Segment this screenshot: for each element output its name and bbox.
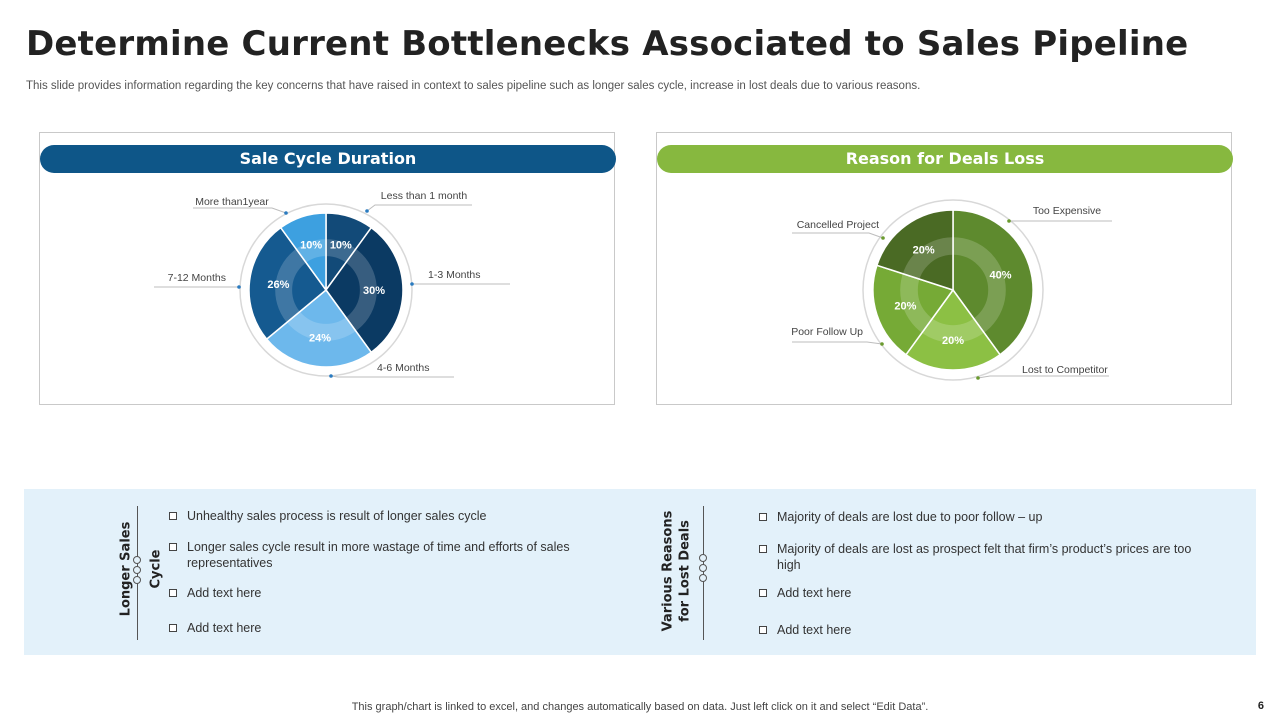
sale-cycle-header: Sale Cycle Duration (40, 145, 616, 173)
right-divider-line (703, 506, 704, 640)
category-label-1-3-months: 1-3 Months (428, 269, 481, 281)
deals-loss-pie-chart[interactable]: 40% 20% 20% 20% Too Expensive Lost to Competi… (657, 133, 1233, 406)
category-label-lost-to-competitor: Lost to Competitor (1022, 364, 1108, 376)
pie-value-label: 26% (267, 279, 289, 291)
pie-slice-too-expensive[interactable] (952, 209, 1034, 356)
lost-deals-label: Various Reasons for Lost Deals (660, 510, 693, 632)
list-item: Majority of deals are lost due to poor f… (759, 509, 1199, 525)
left-connector-dot (133, 556, 141, 564)
right-connector-dot (699, 564, 707, 572)
pie-value-label: 10% (330, 239, 352, 251)
left-bullet-list: Unhealthy sales process is result of lon… (169, 508, 609, 636)
checkbox-bullet-icon (759, 513, 767, 521)
pie-slice-poor-follow-up[interactable] (872, 264, 955, 356)
pie-value-label: 40% (990, 270, 1012, 282)
pie-value-label: 10% (300, 239, 322, 251)
left-connector-dot (133, 566, 141, 574)
list-item: Add text here (759, 622, 1199, 638)
page-number: 6 (1257, 700, 1264, 712)
category-label-more-than1year: More than1year (195, 196, 269, 208)
leader-line (792, 232, 884, 239)
deals-loss-header: Reason for Deals Loss (657, 145, 1233, 173)
pie-value-label: 24% (309, 333, 331, 345)
list-item: Unhealthy sales process is result of lon… (169, 508, 609, 524)
left-connector-dot (133, 576, 141, 584)
category-label-7-12-months: 7-12 Months (168, 272, 226, 284)
leader-dot (237, 285, 241, 289)
list-item: Add text here (759, 585, 1199, 601)
leader-dot (881, 236, 885, 240)
leader-dot (329, 374, 333, 378)
list-item: Longer sales cycle result in more wastag… (169, 539, 609, 571)
leader-dot (284, 211, 288, 215)
checkbox-bullet-icon (759, 626, 767, 634)
footer-note: This graph/chart is linked to excel, and… (351, 701, 929, 713)
list-item: Majority of deals are lost as prospect f… (759, 541, 1199, 573)
pie-slice-lost-to-competitor[interactable] (904, 288, 1002, 371)
sale-cycle-panel: Sale Cycle Duration 10% 30% 24% 26% 10% Less … (39, 132, 616, 406)
right-bullet-list: Majority of deals are lost due to poor f… (759, 509, 1199, 638)
checkbox-bullet-icon (169, 543, 177, 551)
insights-band: Longer Sales Cycle Unhealthy sales proce… (24, 489, 1256, 655)
checkbox-bullet-icon (169, 589, 177, 597)
leader-dot (365, 209, 369, 213)
pie-value-label: 20% (942, 335, 964, 347)
pie-inner-ring (900, 237, 1006, 343)
leader-line (193, 207, 287, 214)
pie-inner-ring (275, 239, 377, 341)
pie-slice-more-than1year[interactable] (279, 212, 327, 293)
pie-value-label: 20% (894, 300, 916, 312)
leader-dot (976, 376, 980, 380)
pie-value-label: 20% (913, 245, 935, 257)
page-subtitle: This slide provides information regardin… (26, 80, 921, 92)
deals-loss-panel: Reason for Deals Loss 40% 20% 20% 20% Too Ex… (656, 132, 1233, 406)
list-item: Add text here (169, 585, 609, 601)
leader-line (977, 375, 1109, 379)
sale-cycle-pie-chart[interactable]: 10% 30% 24% 26% 10% Less than 1 month 1-3 Mont… (40, 133, 616, 406)
pie-slice-1-3-months[interactable] (325, 226, 404, 354)
right-connector-dot (699, 574, 707, 582)
leader-dot (880, 342, 884, 346)
pie-value-label: 30% (363, 285, 385, 297)
category-label-too-expensive: Too Expensive (1033, 205, 1101, 217)
pie-slice-4-6-months[interactable] (265, 288, 373, 368)
category-label-4-6-months: 4-6 Months (377, 362, 430, 374)
page-title: Determine Current Bottlenecks Associated… (26, 24, 1189, 64)
checkbox-bullet-icon (169, 512, 177, 520)
category-label-poor-follow-up: Poor Follow Up (791, 326, 863, 338)
checkbox-bullet-icon (759, 545, 767, 553)
right-connector-dot (699, 554, 707, 562)
leader-dot (410, 282, 414, 286)
leader-line (792, 341, 883, 345)
checkbox-bullet-icon (169, 624, 177, 632)
leader-line (330, 375, 454, 378)
checkbox-bullet-icon (759, 589, 767, 597)
pie-slice-cancelled-project[interactable] (875, 209, 954, 292)
pie-slice-7-12-months[interactable] (248, 226, 328, 341)
leader-dot (1007, 219, 1011, 223)
leader-line (366, 204, 472, 212)
category-label-cancelled-project: Cancelled Project (797, 219, 879, 231)
category-label-less-than-1-month: Less than 1 month (381, 190, 468, 202)
list-item: Add text here (169, 620, 609, 636)
